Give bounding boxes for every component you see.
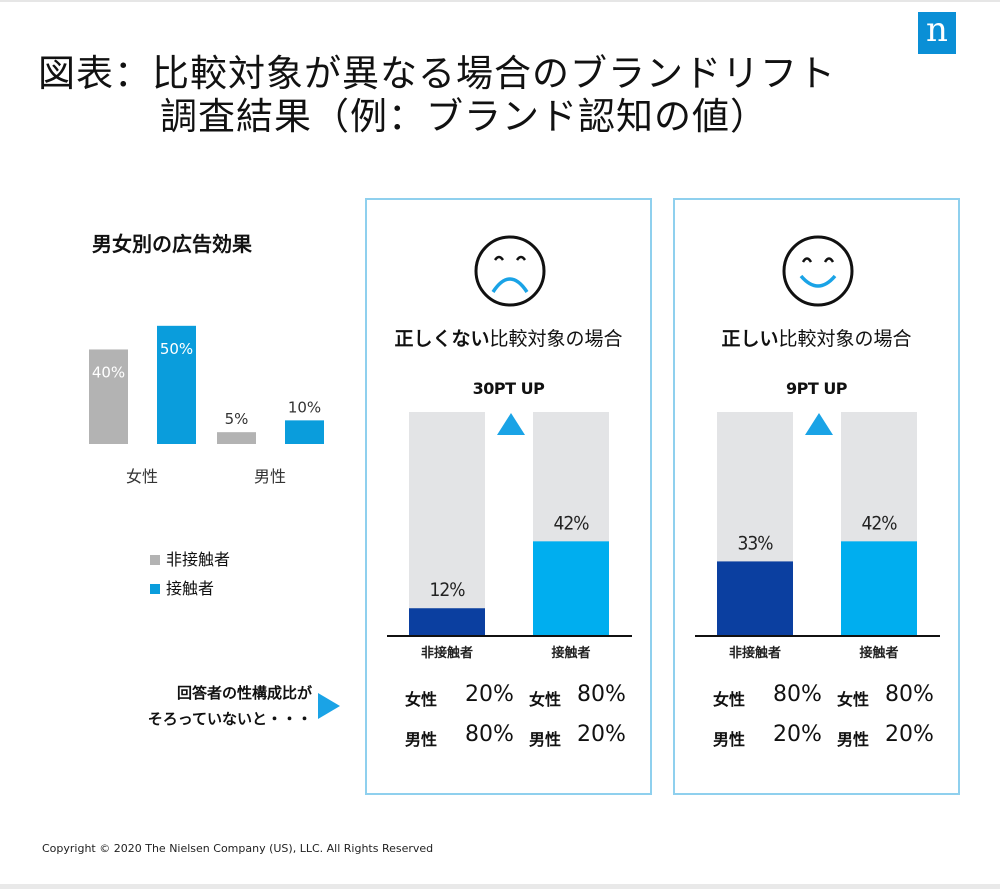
bar-非接触者-女性: [89, 349, 128, 444]
stat-value: 80%: [773, 682, 822, 707]
page-title: 図表：比較対象が異なる場合のブランドリフト 調査結果（例：ブランド認知の値）: [38, 52, 836, 138]
stat-gender: 男性: [713, 730, 746, 749]
panel-wrong-chart: 12% 非接触者 42% 接触者: [387, 412, 632, 661]
panel-right-stats: 女性 80% 女性 80% 男性 20% 男性 20%: [713, 682, 934, 766]
note-text: 回答者の性構成比が そろっていないと・・・: [100, 680, 312, 732]
title-line-2: 調査結果（例：ブランド認知の値）: [160, 95, 768, 138]
category-label: 非接触者: [729, 645, 781, 661]
legend-swatch-exposed: [150, 583, 160, 594]
stat-gender: 女性: [405, 690, 438, 709]
bar-非接触者: [717, 561, 793, 635]
stat-value: 20%: [773, 722, 822, 747]
stat-value: 20%: [577, 722, 626, 747]
stat-gender: 男性: [405, 730, 438, 749]
up-arrow-icon: [497, 413, 525, 435]
data-label: 5%: [225, 410, 249, 428]
top-divider: [0, 0, 1000, 2]
note-line-2: そろっていないと・・・: [147, 710, 312, 728]
copyright-text: Copyright © 2020 The Nielsen Company (US…: [42, 842, 434, 855]
stat-row: 男性 80% 男性 20%: [405, 722, 626, 766]
panel-right-comparison: 正しい比較対象の場合 9PT UP 33% 非接触者 42% 接触者 女性 80% 女…: [673, 198, 960, 795]
data-label: 12%: [430, 579, 466, 601]
panel-right-title: 正しい比較対象の場合: [675, 324, 958, 351]
stat-row: 男性 20% 男性 20%: [713, 722, 934, 766]
stat-value: 80%: [885, 682, 934, 707]
category-label: 女性: [126, 467, 158, 486]
panel-wrong-title-rest: 比較対象の場合: [489, 328, 623, 350]
category-label: 接触者: [551, 645, 590, 661]
happy-face-icon: [782, 235, 854, 307]
bar-接触者: [841, 541, 917, 635]
stat-gender: 女性: [837, 690, 870, 709]
panel-right-chart: 33% 非接触者 42% 接触者: [695, 412, 940, 661]
data-label: 40%: [92, 363, 125, 381]
note-arrow-icon: [318, 693, 340, 719]
bottom-divider: [0, 884, 1000, 889]
panel-wrong-stats: 女性 20% 女性 80% 男性 80% 男性 20%: [405, 682, 626, 766]
note-line-1: 回答者の性構成比が: [176, 684, 312, 702]
bar-非接触者-男性: [217, 432, 256, 444]
data-label: 50%: [160, 340, 193, 358]
stat-gender: 女性: [529, 690, 562, 709]
stat-value: 80%: [465, 722, 514, 747]
legend-swatch-non-exposed: [150, 554, 160, 565]
bar-非接触者: [409, 608, 485, 635]
stat-gender: 女性: [713, 690, 746, 709]
stat-value: 80%: [577, 682, 626, 707]
stat-row: 女性 80% 女性 80%: [713, 682, 934, 726]
panel-wrong-comparison: 正しくない比較対象の場合 30PT UP 12% 非接触者 42% 接触者 女性 20…: [365, 198, 652, 795]
bar-background: [409, 412, 485, 635]
category-label: 接触者: [859, 645, 898, 661]
gender-effect-chart: 40% 50% 女性 5% 10% 男性: [89, 325, 324, 486]
legend: 非接触者 接触者: [150, 545, 230, 603]
data-label: 10%: [288, 398, 321, 416]
sad-face-icon: [474, 235, 546, 307]
category-label: 非接触者: [421, 645, 473, 661]
legend-label-non-exposed: 非接触者: [166, 550, 231, 569]
panel-wrong-title-bold: 正しくない: [394, 328, 490, 350]
stat-gender: 男性: [837, 730, 870, 749]
left-chart-title: 男女別の広告効果: [92, 232, 252, 256]
title-line-1: 図表：比較対象が異なる場合のブランドリフト: [38, 52, 836, 95]
data-label: 42%: [554, 512, 590, 534]
stat-value: 20%: [465, 682, 514, 707]
legend-label-exposed: 接触者: [166, 579, 215, 598]
data-label: 33%: [738, 532, 774, 554]
bar-接触者-男性: [285, 420, 324, 444]
panel-right-title-rest: 比較対象の場合: [778, 328, 912, 350]
legend-item-non-exposed: 非接触者: [150, 545, 230, 574]
stat-value: 20%: [885, 722, 934, 747]
panel-right-lift: 9PT UP: [785, 379, 848, 398]
up-arrow-icon: [805, 413, 833, 435]
bar-接触者: [533, 541, 609, 635]
data-label: 42%: [862, 512, 898, 534]
category-label: 男性: [254, 467, 286, 486]
legend-item-exposed: 接触者: [150, 574, 230, 603]
panel-wrong-title: 正しくない比較対象の場合: [367, 324, 650, 351]
stat-row: 女性 20% 女性 80%: [405, 682, 626, 726]
nielsen-logo: n: [918, 12, 956, 54]
stat-gender: 男性: [529, 730, 562, 749]
panel-wrong-lift: 30PT UP: [472, 379, 545, 398]
bar-接触者-女性: [157, 325, 196, 444]
panel-right-title-bold: 正しい: [721, 328, 779, 350]
